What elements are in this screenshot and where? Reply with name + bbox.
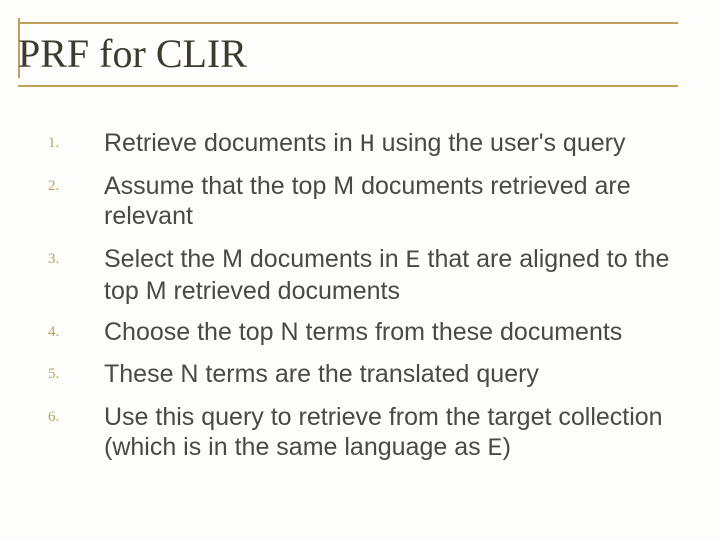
item-mono: H [360,130,375,159]
item-number: 6. [48,402,104,426]
item-post: using the user's query [375,129,626,157]
list-item: 5. These N terms are the translated quer… [48,359,678,392]
item-text: Retrieve documents in H using the user's… [104,128,625,161]
title-rule-top [18,22,678,24]
item-pre: Select the M documents in [104,245,406,273]
item-number: 1. [48,128,104,152]
item-pre: Retrieve documents in [104,129,360,157]
item-number: 2. [48,171,104,195]
item-text: Assume that the top M documents retrieve… [104,171,678,234]
item-pre: Assume that the top M documents retrieve… [104,172,631,231]
item-text: These N terms are the translated query [104,359,539,392]
item-text: Choose the top N terms from these docume… [104,317,622,350]
title-region: PRF for CLIR [18,22,678,87]
item-pre: Choose the top N terms from these docume… [104,318,622,346]
item-number: 5. [48,359,104,383]
item-post: ) [503,433,511,461]
item-number: 3. [48,244,104,268]
list-item: 1. Retrieve documents in H using the use… [48,128,678,161]
item-mono: E [406,246,421,275]
slide-title: PRF for CLIR [18,26,678,83]
slide: PRF for CLIR 1. Retrieve documents in H … [0,0,720,540]
list-item: 4. Choose the top N terms from these doc… [48,317,678,350]
content-list: 1. Retrieve documents in H using the use… [48,128,678,475]
list-item: 3. Select the M documents in E that are … [48,244,678,307]
item-number: 4. [48,317,104,341]
item-pre: Use this query to retrieve from the targ… [104,403,663,462]
title-rule-bottom [18,85,678,87]
item-mono: E [488,434,503,463]
item-pre: These N terms are the translated query [104,360,539,388]
item-text: Use this query to retrieve from the targ… [104,402,678,465]
list-item: 6. Use this query to retrieve from the t… [48,402,678,465]
item-text: Select the M documents in E that are ali… [104,244,678,307]
list-item: 2. Assume that the top M documents retri… [48,171,678,234]
